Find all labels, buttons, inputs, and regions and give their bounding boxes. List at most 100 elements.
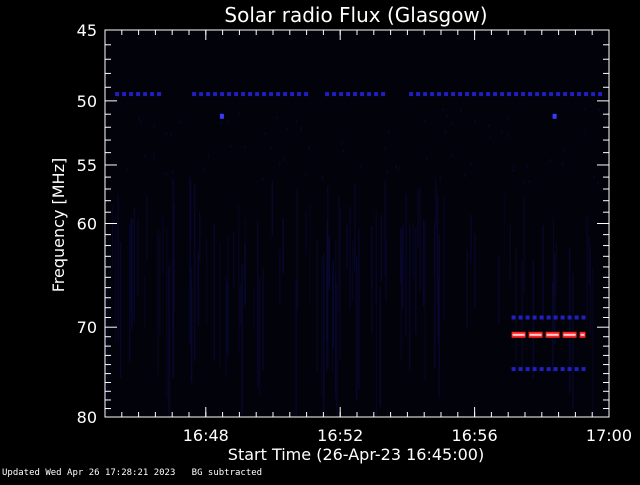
noise-streak — [295, 279, 297, 416]
noise-speck — [442, 107, 444, 111]
noise-streak — [137, 218, 139, 296]
noise-streak — [400, 228, 402, 285]
feature-segment — [129, 92, 134, 97]
y-tick-label: 70 — [77, 318, 97, 337]
noise-streak — [117, 195, 119, 341]
noise-speck — [230, 145, 232, 149]
noise-speck — [279, 161, 281, 165]
noise-speck — [446, 115, 448, 119]
noise-speck — [522, 182, 525, 185]
feature-segment — [567, 367, 572, 372]
noise-streak — [146, 194, 148, 262]
noise-streak — [384, 180, 386, 275]
noise-speck — [238, 112, 240, 116]
noise-streak — [232, 231, 235, 288]
noise-speck — [170, 133, 172, 137]
feature-segment — [220, 92, 225, 97]
noise-streak — [193, 183, 196, 362]
feature-segment — [381, 92, 386, 97]
noise-streak — [161, 215, 164, 275]
noise-streak — [331, 273, 334, 372]
noise-speck — [144, 154, 146, 158]
noise-speck — [388, 130, 390, 134]
noise-streak — [371, 281, 373, 334]
noise-speck — [202, 167, 205, 171]
feature-segment — [451, 92, 456, 97]
noise-streak — [253, 287, 255, 329]
feature-segment — [276, 92, 281, 97]
noise-speck — [604, 116, 607, 120]
noise-streak — [190, 266, 193, 383]
noise-speck — [451, 121, 453, 125]
noise-streak — [328, 240, 330, 285]
feature-core — [546, 333, 559, 336]
feature-segment — [262, 92, 267, 97]
emission-features — [115, 92, 603, 372]
feature-core — [580, 333, 585, 336]
noise-streak — [173, 203, 175, 314]
noise-streak — [542, 225, 544, 323]
y-tick-label: 80 — [77, 408, 97, 427]
noise-streak — [434, 178, 437, 228]
noise-streak — [205, 237, 208, 325]
x-tick-label: 16:52 — [317, 426, 363, 445]
feature-segment — [332, 92, 337, 97]
feature-segment — [549, 92, 554, 97]
noise-streak — [282, 217, 284, 274]
feature-segment — [500, 92, 505, 97]
noise-streak — [515, 247, 517, 362]
noise-streak — [321, 256, 323, 398]
noise-speck — [526, 164, 528, 168]
x-tick-label: 17:00 — [586, 426, 632, 445]
noise-speck — [386, 169, 389, 173]
y-tick-label: 50 — [77, 92, 97, 111]
x-axis-label: Start Time (26-Apr-23 16:45:00) — [228, 445, 484, 464]
feature-spot — [552, 113, 557, 119]
feature-segment — [493, 92, 498, 97]
feature-segment — [192, 92, 197, 97]
noise-streak — [257, 222, 259, 388]
noise-speck — [451, 153, 453, 157]
noise-streak — [165, 228, 168, 399]
feature-segment — [507, 92, 512, 97]
noise-streak — [159, 234, 161, 336]
feature-spot-51-2b — [552, 113, 557, 119]
feature-segment — [409, 92, 414, 97]
noise-speck — [488, 124, 490, 127]
feature-segment — [553, 367, 558, 372]
feature-segment — [591, 92, 596, 97]
noise-streak — [105, 233, 107, 340]
noise-streak — [168, 266, 170, 417]
feature-segment — [560, 315, 565, 320]
feature-segment — [367, 92, 372, 97]
feature-band-74-5 — [511, 367, 586, 372]
noise-layer — [105, 107, 607, 417]
feature-segment — [521, 92, 526, 97]
noise-streak — [466, 249, 468, 329]
noise-streak — [271, 180, 274, 236]
noise-streak — [106, 285, 109, 405]
feature-segment — [563, 92, 568, 97]
feature-segment — [518, 367, 523, 372]
noise-streak — [422, 220, 425, 307]
feature-segment — [283, 92, 288, 97]
feature-segment — [360, 92, 365, 97]
feature-segment — [234, 92, 239, 97]
feature-segment — [539, 315, 544, 320]
noise-streak — [375, 209, 378, 304]
noise-streak — [225, 275, 227, 378]
noise-streak — [586, 215, 588, 322]
y-axis-ticks: 45 50 55 60 70 80 — [77, 21, 609, 427]
feature-segment — [518, 315, 523, 320]
feature-core — [563, 333, 576, 336]
noise-streak — [437, 195, 439, 337]
noise-streak — [424, 223, 426, 381]
noise-streak — [552, 282, 554, 373]
noise-streak — [244, 244, 246, 305]
feature-segment — [423, 92, 428, 97]
feature-segment — [525, 367, 530, 372]
noise-streak — [412, 221, 414, 278]
feature-segment — [511, 367, 516, 372]
noise-streak — [352, 241, 354, 300]
noise-speck — [126, 167, 129, 171]
